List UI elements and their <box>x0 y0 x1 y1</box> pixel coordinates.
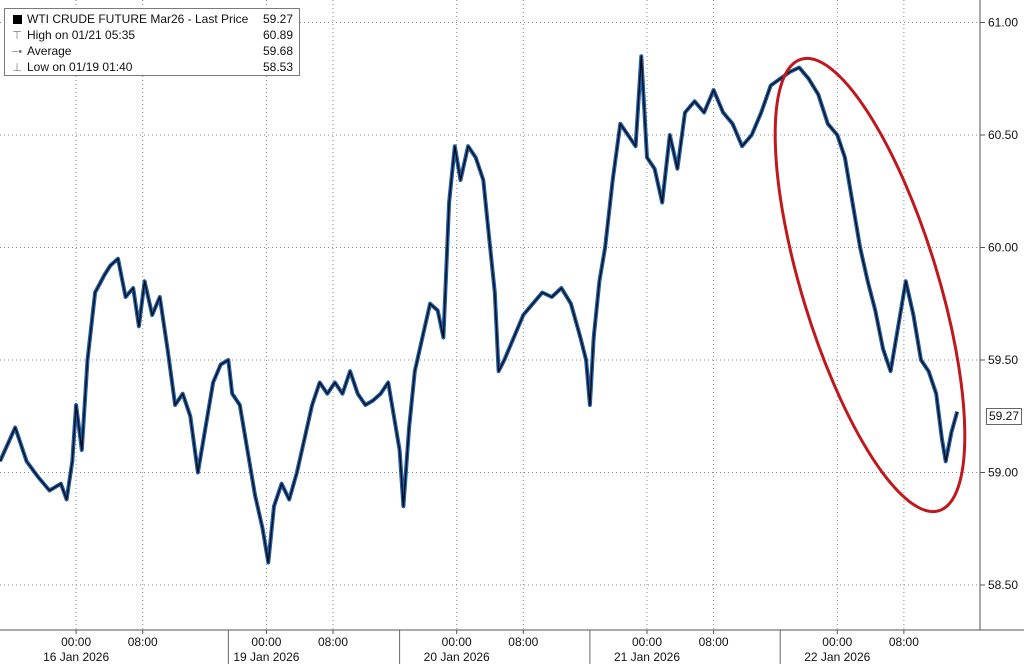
x-tick-label: 00:00 <box>61 635 91 649</box>
legend-average-value: 59.68 <box>262 44 293 58</box>
legend-low-value: 58.53 <box>262 60 293 74</box>
legend-low-label: Low on 01/19 01:40 <box>27 60 133 74</box>
legend-high-value: 60.89 <box>262 28 293 42</box>
legend-average-row: −• Average 59.68 <box>5 43 299 59</box>
day-label: 16 Jan 2026 <box>43 650 109 664</box>
day-label: 19 Jan 2026 <box>233 650 299 664</box>
legend-box: WTI CRUDE FUTURE Mar26 - Last Price 59.2… <box>4 8 300 76</box>
session-breaks <box>227 630 781 664</box>
legend-title-row: WTI CRUDE FUTURE Mar26 - Last Price 59.2… <box>5 11 299 27</box>
x-tick-label: 00:00 <box>632 635 662 649</box>
x-tick-label: 00:00 <box>251 635 281 649</box>
x-tick-label: 00:00 <box>442 635 472 649</box>
day-label: 22 Jan 2026 <box>804 650 870 664</box>
x-tick-label: 08:00 <box>128 635 158 649</box>
series-square-icon <box>10 12 24 26</box>
last-price-badge: 59.27 <box>986 408 1022 425</box>
y-tick-label: 60.50 <box>988 128 1018 142</box>
day-label: 20 Jan 2026 <box>424 650 490 664</box>
legend-last-value: 59.27 <box>262 12 293 26</box>
average-marker-icon: −• <box>11 46 23 58</box>
y-tick-label: 58.50 <box>988 578 1018 592</box>
x-axis-ticks: 00:00 08:00 00:00 08:00 00:00 08:00 00:00 08:00… <box>61 630 919 649</box>
legend-high-label: High on 01/21 05:35 <box>27 28 136 42</box>
x-tick-label: 08:00 <box>318 635 348 649</box>
legend-high-row: ⊤ High on 01/21 05:35 60.89 <box>5 27 299 43</box>
x-tick-label: 00:00 <box>822 635 852 649</box>
legend-title: WTI CRUDE FUTURE Mar26 - Last Price <box>27 12 249 26</box>
x-tick-label: 08:00 <box>508 635 538 649</box>
x-tick-label: 08:00 <box>699 635 729 649</box>
grid-lines <box>0 0 980 630</box>
y-tick-label: 59.50 <box>988 353 1018 367</box>
day-labels: 16 Jan 2026 19 Jan 2026 20 Jan 2026 21 Jan … <box>43 650 871 664</box>
legend-low-row: ⊥ Low on 01/19 01:40 58.53 <box>5 59 299 75</box>
price-line <box>0 55 958 564</box>
x-tick-label: 08:00 <box>889 635 919 649</box>
y-tick-label: 60.00 <box>988 241 1018 255</box>
y-tick-label: 61.00 <box>988 16 1018 30</box>
y-tick-label: 59.00 <box>988 466 1018 480</box>
legend-average-label: Average <box>27 44 72 58</box>
day-label: 21 Jan 2026 <box>614 650 680 664</box>
y-axis-ticks: 58.50 59.00 59.50 60.00 60.50 61.00 <box>980 16 1018 592</box>
high-marker-icon: ⊤ <box>12 30 22 42</box>
price-series <box>0 54 960 565</box>
low-marker-icon: ⊥ <box>12 62 22 74</box>
annotation-ellipse <box>773 56 967 514</box>
